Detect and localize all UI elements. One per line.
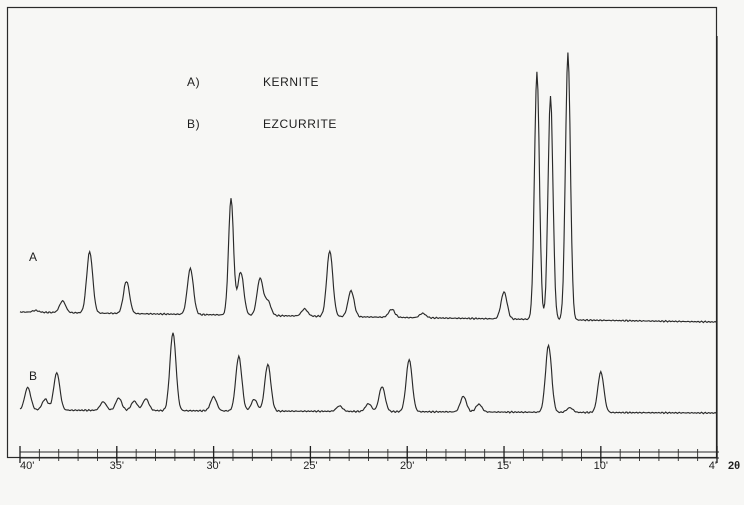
- x-axis-major-ticks: [19, 446, 718, 463]
- x-axis-tick-label: 30': [206, 460, 220, 472]
- legend-key-b: B): [187, 117, 201, 131]
- legend-entry-b: B) EZCURRITE: [187, 117, 337, 131]
- x-axis-tick-labels: 40' 35' 30' 25' 20' 15' 10' 4': [20, 460, 717, 472]
- x-axis-unit-label: 2θ: [728, 460, 740, 472]
- x-axis-tick-label: 25': [303, 460, 317, 472]
- legend-key-a: A): [187, 75, 201, 89]
- series-b-line: [19, 332, 718, 415]
- series-b-label: B: [29, 369, 38, 383]
- x-axis-tick-label: 10': [594, 460, 608, 472]
- legend-label-a: KERNITE: [262, 75, 320, 89]
- x-axis-tick-label: 15': [497, 460, 511, 472]
- x-axis-tick-label: 20': [400, 460, 414, 472]
- series-a-line: [19, 52, 718, 324]
- legend-entry-a: A) KERNITE: [187, 75, 319, 89]
- x-axis-tick-label: 35': [110, 460, 124, 472]
- x-axis-tick-label: 4': [709, 460, 717, 472]
- x-axis-minor-ticks: [19, 449, 718, 461]
- x-axis-tick-label: 40': [20, 460, 34, 472]
- plot-frame: [6, 6, 718, 459]
- legend-label-b: EZCURRITE: [262, 117, 338, 131]
- series-a-label: A: [29, 250, 38, 264]
